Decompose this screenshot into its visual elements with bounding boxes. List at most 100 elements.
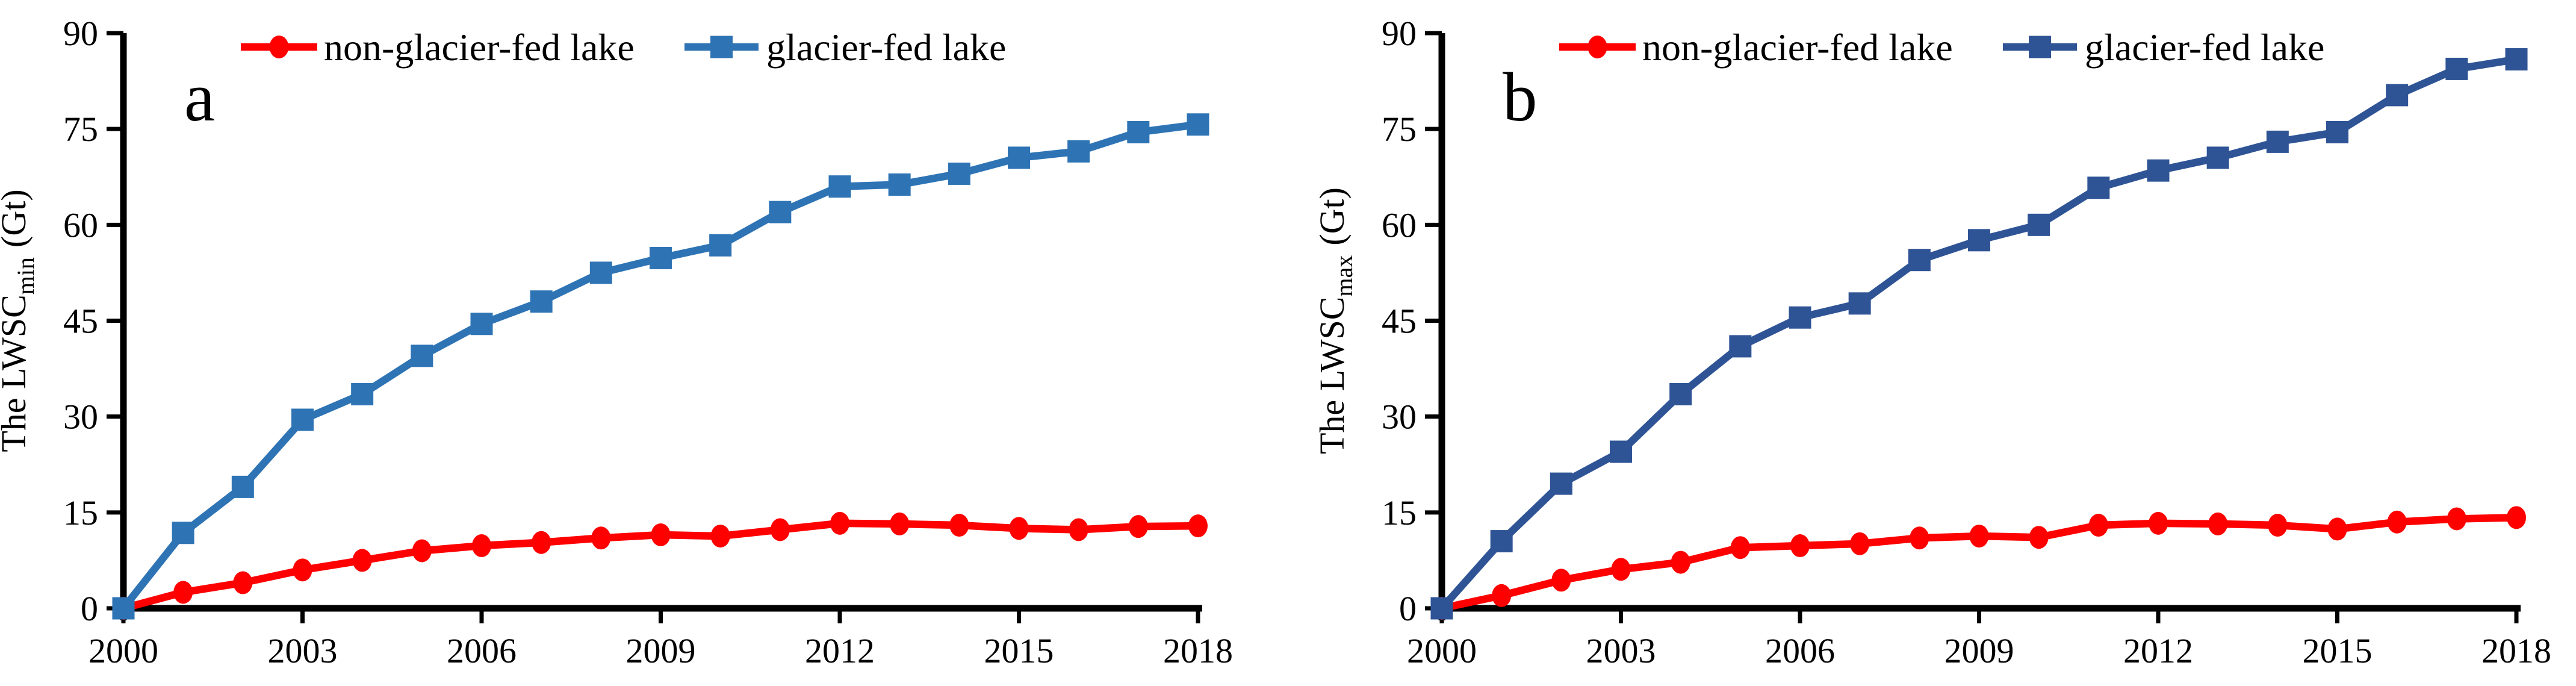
y-tick-label: 90 bbox=[63, 14, 98, 53]
data-point-circle bbox=[770, 518, 790, 541]
data-point-circle bbox=[2387, 510, 2407, 534]
y-tick-label: 0 bbox=[1399, 589, 1417, 628]
data-point-circle bbox=[532, 531, 551, 554]
data-point-square bbox=[650, 247, 672, 270]
x-tick-label: 2012 bbox=[805, 631, 875, 670]
data-point-square bbox=[1430, 597, 1453, 620]
data-point-square bbox=[1729, 335, 1752, 358]
legend-label: non-glacier-fed lake bbox=[1642, 26, 1953, 69]
data-point-circle bbox=[2149, 511, 2168, 535]
data-point-circle bbox=[1790, 534, 1810, 558]
data-point-circle bbox=[2088, 514, 2108, 537]
data-point-circle bbox=[1730, 536, 1750, 560]
data-point-square bbox=[291, 408, 314, 431]
data-point-circle bbox=[412, 539, 432, 563]
x-tick-label: 2018 bbox=[1163, 631, 1233, 670]
data-point-circle bbox=[352, 549, 372, 572]
x-tick-label: 2012 bbox=[2123, 631, 2193, 670]
data-point-circle bbox=[1009, 517, 1029, 540]
legend-circle-marker-icon bbox=[1587, 36, 1607, 58]
data-point-square bbox=[1550, 472, 1572, 495]
x-tick-label: 2015 bbox=[984, 631, 1054, 670]
data-point-circle bbox=[1551, 569, 1571, 592]
data-point-circle bbox=[710, 525, 730, 548]
data-point-square bbox=[411, 345, 433, 367]
data-point-square bbox=[2028, 213, 2050, 236]
data-point-square bbox=[1610, 440, 1632, 463]
x-tick-label: 2006 bbox=[447, 631, 517, 670]
y-tick-label: 30 bbox=[63, 398, 98, 437]
data-point-circle bbox=[2507, 506, 2526, 529]
data-point-square bbox=[172, 522, 194, 544]
data-point-circle bbox=[1069, 518, 1088, 541]
y-tick-label: 90 bbox=[1382, 14, 1417, 53]
data-point-square bbox=[2445, 57, 2468, 80]
data-point-circle bbox=[1969, 525, 1989, 548]
x-tick-label: 2000 bbox=[88, 631, 158, 670]
data-point-circle bbox=[2029, 526, 2049, 549]
data-point-circle bbox=[1850, 532, 1870, 555]
legend-circle-marker-icon bbox=[269, 36, 289, 58]
y-axis-title: The LWSCmin(Gt) bbox=[0, 189, 39, 452]
data-point-square bbox=[1490, 530, 1513, 553]
data-point-circle bbox=[1671, 550, 1690, 574]
legend-square-marker-icon bbox=[2029, 36, 2051, 58]
data-point-circle bbox=[651, 523, 671, 546]
data-point-square bbox=[470, 313, 493, 335]
data-point-circle bbox=[591, 526, 611, 550]
data-point-square bbox=[1789, 306, 1811, 329]
data-point-square bbox=[231, 475, 254, 498]
data-point-circle bbox=[830, 511, 849, 535]
data-point-square bbox=[888, 173, 911, 196]
x-tick-label: 2009 bbox=[1944, 631, 2014, 670]
data-point-square bbox=[2505, 48, 2528, 71]
data-point-square bbox=[2087, 176, 2110, 199]
data-point-square bbox=[2326, 120, 2348, 143]
data-point-square bbox=[709, 234, 732, 257]
y-tick-label: 30 bbox=[1382, 398, 1417, 437]
data-point-square bbox=[2266, 130, 2289, 153]
data-point-circle bbox=[472, 534, 491, 558]
x-tick-label: 2003 bbox=[268, 631, 338, 670]
x-tick-label: 2018 bbox=[2481, 631, 2551, 670]
data-point-square bbox=[112, 597, 135, 620]
data-point-square bbox=[589, 261, 612, 284]
data-point-circle bbox=[173, 581, 193, 604]
y-tick-label: 45 bbox=[1382, 302, 1417, 341]
legend-square-marker-icon bbox=[710, 36, 733, 58]
data-point-circle bbox=[1492, 584, 1512, 607]
data-point-square bbox=[1127, 120, 1150, 143]
x-tick-label: 2009 bbox=[626, 631, 696, 670]
data-point-circle bbox=[1188, 514, 1208, 538]
y-tick-label: 75 bbox=[1382, 110, 1417, 149]
legend-label: non-glacier-fed lake bbox=[324, 26, 635, 69]
data-point-circle bbox=[2208, 512, 2228, 535]
data-point-square bbox=[828, 175, 851, 198]
panel-letter: a bbox=[184, 59, 215, 136]
data-point-square bbox=[1187, 113, 1209, 136]
y-tick-label: 60 bbox=[63, 205, 98, 245]
data-point-circle bbox=[1128, 515, 1148, 538]
data-point-circle bbox=[1910, 526, 1929, 550]
data-point-square bbox=[1067, 140, 1090, 163]
data-point-circle bbox=[1611, 558, 1631, 581]
data-point-circle bbox=[2327, 517, 2347, 541]
data-point-circle bbox=[293, 558, 312, 582]
data-point-circle bbox=[949, 514, 969, 537]
data-point-circle bbox=[890, 512, 910, 535]
y-tick-label: 15 bbox=[1382, 493, 1417, 532]
data-point-square bbox=[2206, 146, 2229, 169]
data-point-square bbox=[351, 383, 374, 406]
data-point-square bbox=[530, 290, 553, 313]
x-tick-label: 2015 bbox=[2303, 631, 2373, 670]
data-point-square bbox=[1908, 249, 1931, 272]
data-point-square bbox=[948, 162, 970, 185]
data-point-square bbox=[1848, 292, 1871, 315]
y-tick-label: 45 bbox=[63, 302, 98, 341]
x-tick-label: 2000 bbox=[1407, 631, 1477, 670]
y-tick-label: 60 bbox=[1382, 205, 1417, 245]
x-tick-label: 2006 bbox=[1765, 631, 1835, 670]
x-tick-label: 2003 bbox=[1586, 631, 1656, 670]
data-point-square bbox=[1669, 383, 1692, 406]
y-tick-label: 15 bbox=[63, 493, 98, 532]
